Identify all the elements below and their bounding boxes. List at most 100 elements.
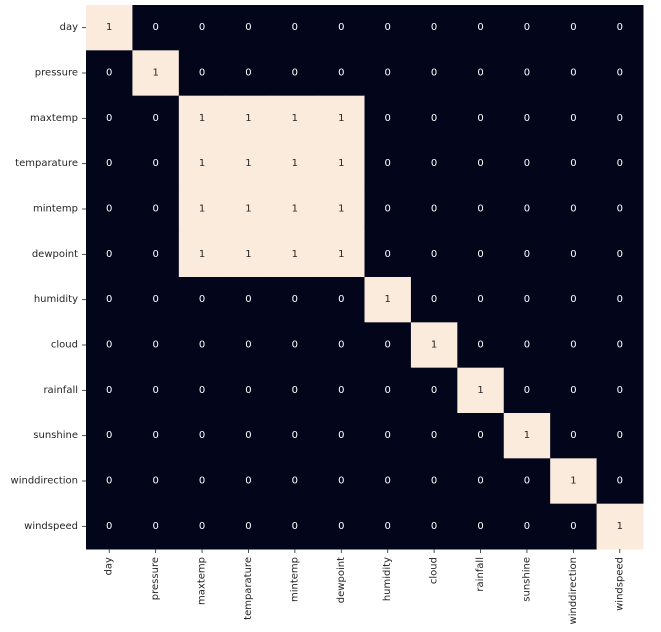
heatmap-cell-day-windspeed (596, 5, 644, 51)
heatmap-cell-rainfall-cloud (410, 367, 458, 414)
heatmap-cell-winddirection-dewpoint (318, 458, 365, 505)
heatmap-cell-label: 0 (524, 158, 530, 169)
heatmap-cell-label: 0 (385, 476, 391, 487)
heatmap-cell-maxtemp-pressure (132, 95, 180, 142)
heatmap-cell-label: 0 (524, 113, 530, 124)
heatmap-cell-dewpoint-sunshine (503, 231, 551, 278)
heatmap-cell-dewpoint-day (86, 231, 133, 278)
heatmap-cell-label: 0 (617, 22, 623, 33)
heatmap-cell-cloud-rainfall (457, 322, 505, 369)
heatmap-cell-sunshine-cloud (410, 413, 458, 459)
heatmap-cell-label: 0 (245, 521, 251, 532)
heatmap-cell-temparature-windspeed (596, 141, 644, 187)
heatmap-cell-maxtemp-windspeed (596, 95, 644, 142)
heatmap-cell-label: 0 (338, 476, 344, 487)
heatmap-cell-winddirection-humidity (364, 458, 412, 505)
heatmap-cell-pressure-winddirection (550, 50, 598, 97)
x-tick-label: winddirection (568, 557, 579, 624)
heatmap-cell-sunshine-sunshine (503, 413, 551, 459)
heatmap-cell-sunshine-maxtemp (178, 413, 226, 459)
heatmap-cell-label: 0 (570, 113, 576, 124)
heatmap-cell-cloud-mintemp (271, 322, 319, 369)
heatmap-cell-humidity-windspeed (596, 277, 644, 323)
heatmap-cell-pressure-sunshine (503, 50, 551, 97)
heatmap-cell-label: 0 (292, 476, 298, 487)
heatmap-cell-label: 0 (338, 340, 344, 351)
heatmap-cell-label: 1 (292, 204, 298, 215)
heatmap-cell-windspeed-day (86, 503, 133, 550)
heatmap-cell-rainfall-dewpoint (318, 367, 365, 414)
heatmap-cell-label: 1 (106, 22, 112, 33)
heatmap-cell-rainfall-humidity (364, 367, 412, 414)
heatmap-cell-mintemp-maxtemp (178, 186, 226, 233)
heatmap-cell-windspeed-humidity (364, 503, 412, 550)
heatmap-cell-winddirection-cloud (410, 458, 458, 505)
heatmap-cell-label: 0 (152, 249, 158, 260)
heatmap-cell-label: 0 (199, 294, 205, 305)
x-tick-label: temparature (243, 557, 254, 620)
heatmap-cell-label: 0 (338, 430, 344, 441)
y-tick-label: maxtemp (30, 113, 78, 124)
heatmap-cell-temparature-cloud (410, 141, 458, 187)
heatmap-cell-label: 0 (338, 521, 344, 532)
heatmap-cell-cloud-maxtemp (178, 322, 226, 369)
heatmap-cell-maxtemp-sunshine (503, 95, 551, 142)
y-tick-label: dewpoint (32, 249, 78, 260)
heatmap-cell-label: 1 (431, 340, 437, 351)
heatmap-cell-label: 0 (570, 294, 576, 305)
heatmap-cell-label: 0 (385, 521, 391, 532)
y-tick-label: windspeed (24, 521, 78, 532)
heatmap-cell-label: 0 (199, 68, 205, 79)
heatmap-cell-maxtemp-maxtemp (178, 95, 226, 142)
heatmap-cell-label: 0 (338, 294, 344, 305)
x-tick-label: humidity (382, 557, 393, 601)
heatmap-cell-sunshine-day (86, 413, 133, 459)
heatmap-cell-label: 0 (477, 340, 483, 351)
heatmap-cell-label: 0 (524, 521, 530, 532)
heatmap-cell-label: 0 (617, 340, 623, 351)
heatmap-cell-rainfall-maxtemp (178, 367, 226, 414)
heatmap-cell-label: 0 (477, 476, 483, 487)
heatmap-cell-label: 0 (106, 385, 112, 396)
heatmap-cell-label: 0 (292, 340, 298, 351)
heatmap-cell-label: 0 (524, 22, 530, 33)
heatmap-cell-label: 0 (477, 68, 483, 79)
heatmap-cell-sunshine-temparature (225, 413, 273, 459)
heatmap-cell-label: 0 (477, 430, 483, 441)
heatmap-cell-label: 0 (106, 521, 112, 532)
heatmap-cell-cloud-sunshine (503, 322, 551, 369)
heatmap-cell-windspeed-mintemp (271, 503, 319, 550)
heatmap-cell-label: 1 (338, 249, 344, 260)
heatmap-cell-pressure-day (86, 50, 133, 97)
heatmap-cell-label: 1 (338, 204, 344, 215)
heatmap-cell-day-humidity (364, 5, 412, 51)
heatmap-cell-pressure-windspeed (596, 50, 644, 97)
heatmap-cell-humidity-mintemp (271, 277, 319, 323)
heatmap-cell-label: 0 (106, 249, 112, 260)
heatmap-cell-dewpoint-dewpoint (318, 231, 365, 278)
heatmap-cell-label: 0 (477, 22, 483, 33)
heatmap-cell-day-maxtemp (178, 5, 226, 51)
heatmap-cell-cloud-windspeed (596, 322, 644, 369)
heatmap-cell-label: 0 (152, 385, 158, 396)
heatmap-cell-label: 0 (477, 158, 483, 169)
heatmap-cell-label: 0 (570, 204, 576, 215)
heatmap-cell-rainfall-day (86, 367, 133, 414)
heatmap-cell-rainfall-windspeed (596, 367, 644, 414)
heatmap-cell-label: 0 (524, 476, 530, 487)
heatmap-cell-label: 0 (152, 521, 158, 532)
heatmap-cell-sunshine-humidity (364, 413, 412, 459)
heatmap-cell-label: 0 (199, 430, 205, 441)
heatmap-cell-label: 0 (570, 68, 576, 79)
heatmap-cell-winddirection-maxtemp (178, 458, 226, 505)
heatmap-cell-label: 0 (385, 340, 391, 351)
heatmap-cell-label: 0 (292, 22, 298, 33)
y-tick-label: rainfall (43, 385, 78, 396)
heatmap-cell-label: 0 (338, 68, 344, 79)
heatmap-cell-mintemp-rainfall (457, 186, 505, 233)
heatmap-cell-label: 0 (106, 113, 112, 124)
heatmap-cell-cloud-day (86, 322, 133, 369)
heatmap-cell-day-pressure (132, 5, 180, 51)
heatmap-cell-dewpoint-pressure (132, 231, 180, 278)
